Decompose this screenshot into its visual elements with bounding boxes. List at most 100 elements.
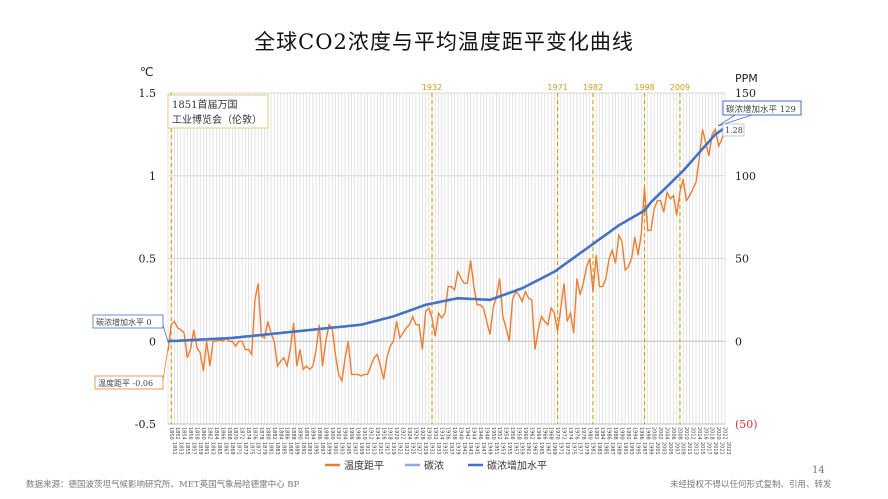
x-tick-label: 1854 [181, 427, 187, 440]
x-tick-label: 1982 [593, 427, 599, 440]
x-tick-label: 1985 [603, 442, 609, 455]
x-tick-label: 1855 [184, 442, 190, 455]
x-tick-label: 1909 [358, 442, 364, 455]
x-tick-label: 1945 [474, 442, 480, 455]
x-tick-label: 2011 [686, 442, 692, 455]
x-tick-label: 2015 [699, 442, 705, 455]
x-tick-label: 1940 [458, 427, 464, 440]
x-tick-label: 1917 [384, 442, 390, 455]
x-tick-label: 2010 [683, 427, 689, 440]
x-tick-label: 1980 [586, 427, 592, 440]
x-tick-label: 1870 [232, 427, 238, 440]
x-tick-label: 1913 [371, 442, 377, 455]
x-tick-label: 1963 [532, 442, 538, 455]
co2-end-leader [717, 114, 753, 127]
x-tick-label: 1871 [235, 442, 241, 455]
x-tick-label: 1900 [329, 427, 335, 440]
y-tick-label: -0.5 [135, 418, 156, 431]
x-tick-label: 1888 [290, 427, 296, 440]
x-tick-label: 1970 [554, 427, 560, 440]
x-tick-label: 1920 [393, 427, 399, 440]
x-tick-label: 1872 [239, 427, 245, 440]
x-tick-label: 1919 [390, 442, 396, 455]
x-tick-label: 1997 [641, 442, 647, 455]
x-tick-label: 2012 [689, 427, 695, 440]
x-tick-label: 1935 [442, 442, 448, 455]
x-tick-label: 1979 [583, 442, 589, 455]
x-tick-label: 2016 [702, 427, 708, 440]
x-tick-label: 1961 [525, 442, 531, 455]
temp-start-leader [162, 347, 169, 381]
x-tick-label: 1939 [454, 442, 460, 455]
x-tick-label: 1860 [200, 427, 206, 440]
x-tick-label: 1926 [413, 427, 419, 440]
event-label-2009: 2009 [670, 83, 690, 92]
x-tick-label: 2017 [706, 442, 712, 455]
x-tick-label: 1929 [422, 442, 428, 455]
x-tick-label: 2006 [670, 427, 676, 440]
x-tick-label: 2020 [715, 427, 721, 440]
x-tick-label: 1978 [580, 427, 586, 440]
x-tick-label: 1946 [477, 427, 483, 440]
expo-callout-line2: 工业博览会（伦敦） [172, 113, 262, 126]
x-tick-label: 2005 [667, 442, 673, 455]
x-tick-label: 1995 [635, 442, 641, 455]
temp-end-callout: 1.28 [725, 126, 743, 135]
x-tick-label: 1975 [570, 442, 576, 455]
x-tick-label: 1983 [596, 442, 602, 455]
x-tick-label: 1951 [493, 442, 499, 455]
x-tick-label: 2013 [693, 442, 699, 455]
x-tick-label: 1890 [297, 427, 303, 440]
x-tick-label: 1959 [519, 442, 525, 455]
x-tick-label: 1861 [203, 442, 209, 455]
x-tick-label: 1850 [168, 427, 174, 440]
x-tick-label: 1943 [467, 442, 473, 455]
x-tick-label: 2004 [664, 427, 670, 440]
x-tick-label: 1968 [548, 427, 554, 440]
x-tick-label: 1916 [380, 427, 386, 440]
co2-end-callout: 碳浓增加水平 129 [726, 104, 796, 115]
x-tick-label: 2007 [673, 442, 679, 455]
x-tick-label: 1887 [287, 442, 293, 455]
x-tick-label: 1928 [419, 427, 425, 440]
y-tick-label: 1 [149, 170, 156, 183]
temp-start-callout: 温度距平 -0.06 [98, 378, 153, 388]
x-tick-label: 1967 [545, 442, 551, 455]
x-tick-label: 1954 [503, 427, 509, 440]
y2-tick-label: (50) [735, 418, 758, 431]
x-tick-label: 1953 [499, 442, 505, 455]
event-label-1982: 1982 [583, 83, 603, 92]
x-tick-label: 1899 [326, 442, 332, 455]
page-number: 14 [812, 465, 825, 476]
x-tick-label: 1866 [219, 427, 225, 440]
x-tick-label: 1884 [277, 427, 283, 440]
x-tick-label: 2021 [718, 442, 724, 455]
x-tick-label: 1877 [255, 442, 261, 455]
x-tick-label: 1911 [364, 442, 370, 455]
x-tick-label: 1903 [338, 442, 344, 455]
x-tick-label: 1882 [271, 427, 277, 440]
x-tick-label: 1944 [470, 427, 476, 440]
y2-tick-label: 50 [735, 253, 749, 266]
x-tick-label: 1947 [480, 442, 486, 455]
x-tick-label: 2019 [712, 442, 718, 455]
x-tick-label: 1906 [348, 427, 354, 440]
x-tick-label: 1914 [374, 427, 380, 440]
x-tick-label: 1857 [190, 442, 196, 455]
x-tick-label: 1852 [174, 427, 180, 440]
co2-end-callout-box [722, 100, 802, 116]
event-label-1971: 1971 [547, 83, 567, 92]
x-tick-label: 1962 [528, 427, 534, 440]
x-tick-label: 1923 [403, 442, 409, 455]
x-tick-label: 1863 [210, 442, 216, 455]
x-tick-label: 1952 [496, 427, 502, 440]
event-label-1932: 1932 [422, 83, 442, 92]
x-tick-label: 1938 [451, 427, 457, 440]
y-tick-label: 0 [149, 335, 156, 348]
x-tick-label: 1859 [197, 442, 203, 455]
legend-label: 碳浓 [424, 459, 444, 472]
x-tick-label: 1994 [631, 427, 637, 440]
x-tick-label: 1991 [622, 442, 628, 455]
x-tick-label: 1880 [264, 427, 270, 440]
